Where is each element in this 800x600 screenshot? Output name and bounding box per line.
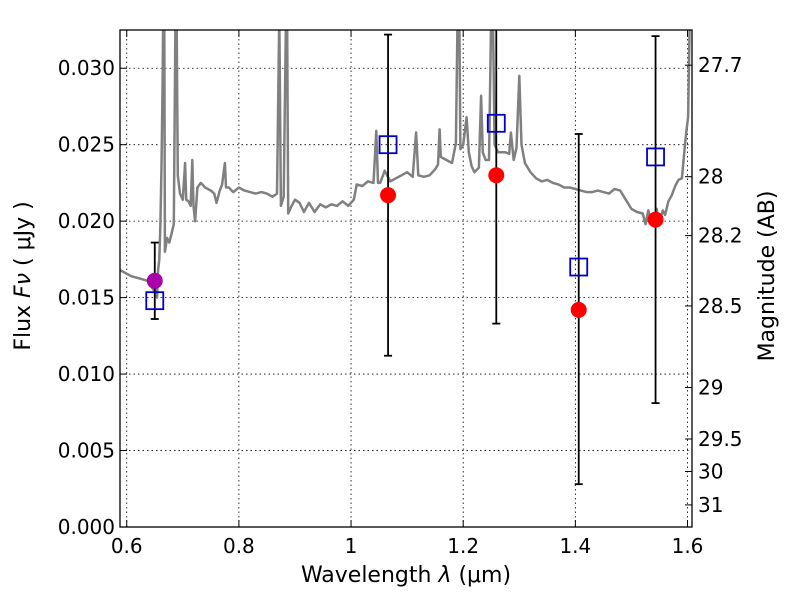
- y-tick-label: 0.030: [58, 56, 115, 80]
- x-tick-label: 0.6: [111, 534, 143, 558]
- model-point: [145, 291, 165, 311]
- plot-frame: [119, 29, 693, 528]
- y2-tick-label: 27.7: [698, 53, 743, 77]
- data-point: [146, 272, 163, 289]
- y2-tick-label: 28.2: [698, 224, 743, 248]
- data-point: [380, 187, 397, 204]
- y-tick-label: 0.010: [58, 362, 115, 386]
- y2-tick-label: 28.5: [698, 294, 743, 318]
- x-tick-label: 1.2: [447, 534, 479, 558]
- axis-ticks: [120, 30, 692, 528]
- data-point: [488, 167, 505, 184]
- spectrum-line: [120, 30, 691, 299]
- x-axis-label: Wavelength λ (μm): [301, 563, 511, 588]
- grid: [120, 30, 692, 528]
- y-tick-label: 0.020: [58, 209, 115, 233]
- y-tick-label: 0.000: [58, 515, 115, 539]
- model-point: [486, 113, 506, 133]
- data-point: [570, 301, 587, 318]
- tick-labels: 0.6 0.8 1 1.2 1.4 1.6 0.000 0.005 0.010 0.015 0.02…: [58, 53, 743, 558]
- y-tick-label: 0.015: [58, 286, 115, 310]
- model-point: [378, 135, 398, 155]
- model-point: [569, 257, 589, 277]
- x-tick-label: 0.8: [223, 534, 255, 558]
- y2-tick-label: 29.5: [698, 427, 743, 451]
- model-point: [646, 147, 665, 167]
- y-tick-label: 0.025: [58, 133, 115, 157]
- y-tick-label: 0.005: [58, 439, 115, 463]
- y2-axis-label: Magnitude (AB): [755, 191, 780, 362]
- plot-area: [120, 30, 691, 486]
- data-point: [647, 211, 664, 228]
- y2-tick-label: 28: [698, 165, 723, 189]
- x-tick-label: 1: [345, 534, 358, 558]
- y2-tick-label: 31: [698, 493, 723, 517]
- y-axis-label: Flux Fν ( μJy ): [11, 201, 36, 350]
- y2-tick-label: 30: [698, 459, 723, 483]
- x-tick-label: 1.6: [672, 534, 704, 558]
- y2-tick-label: 29: [698, 376, 723, 400]
- x-tick-label: 1.4: [559, 534, 591, 558]
